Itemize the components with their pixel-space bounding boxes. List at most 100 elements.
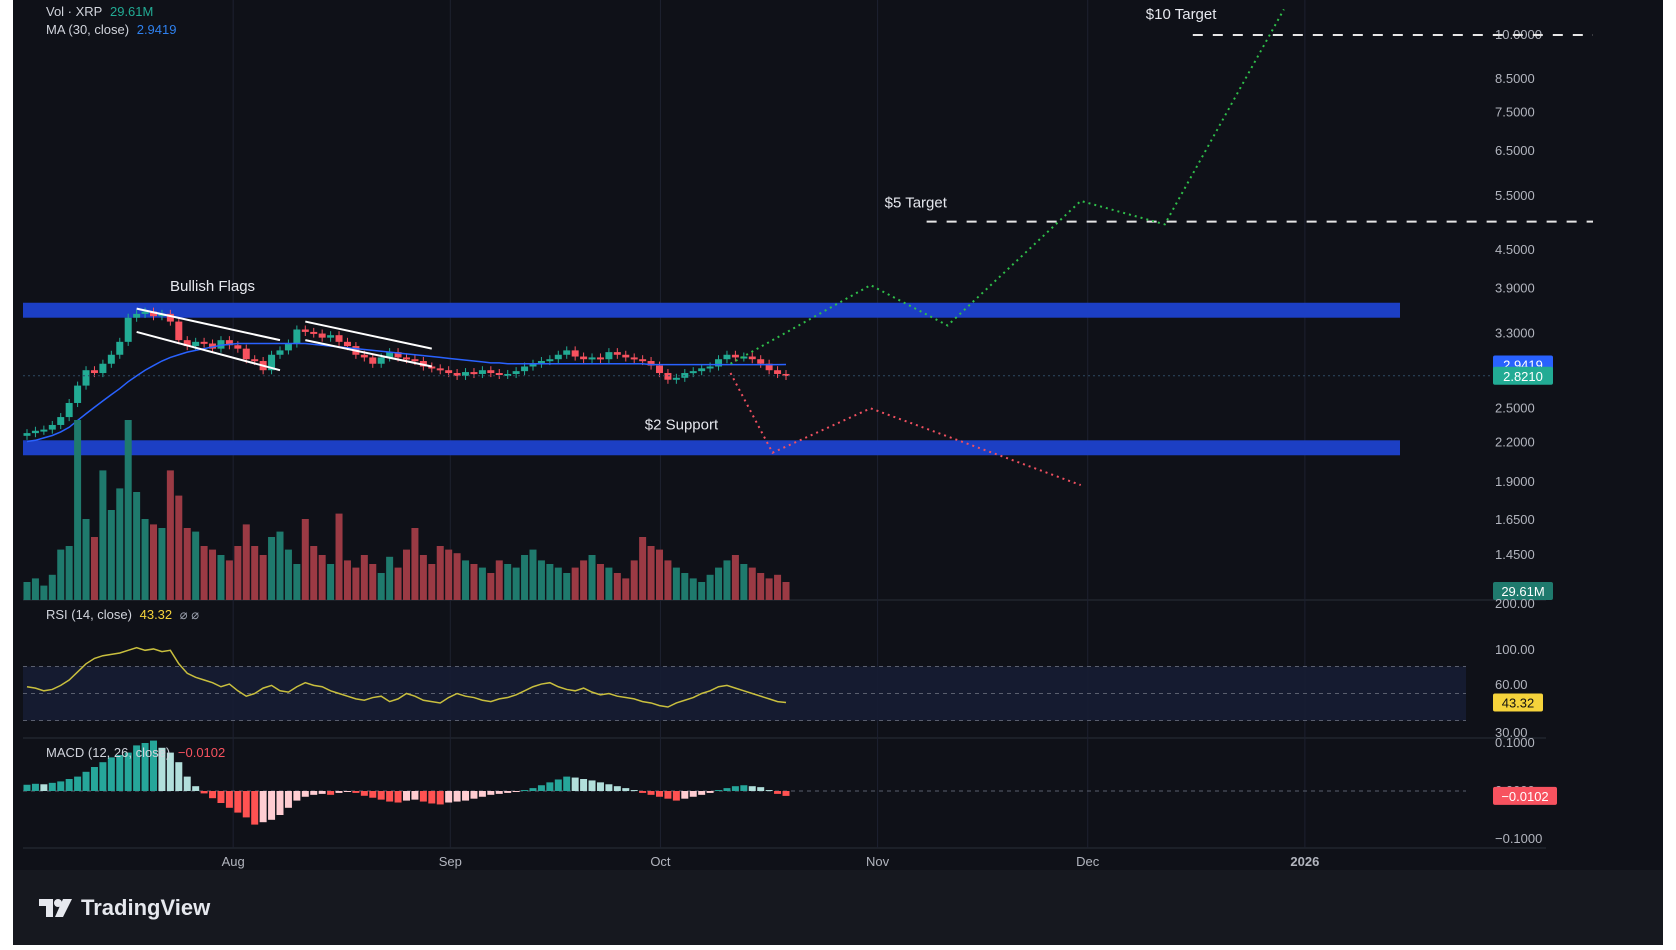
macd-bar <box>470 791 478 799</box>
candle <box>715 359 723 367</box>
price-tag <box>1493 366 1553 385</box>
candle <box>622 354 630 358</box>
volume-bar <box>546 564 554 600</box>
candle <box>478 370 486 374</box>
x-tick-label: Sep <box>439 854 462 869</box>
candle <box>740 356 748 359</box>
candle <box>630 357 638 360</box>
y-tick-label: 3.3000 <box>1495 326 1535 341</box>
candle <box>377 357 385 364</box>
candle <box>774 370 782 374</box>
rsi-y-tick-label: 200.00 <box>1495 596 1535 611</box>
volume-bar <box>411 528 419 600</box>
target-label: $5 Target <box>885 195 948 212</box>
volume-bar <box>133 492 141 600</box>
macd-bar <box>765 790 773 792</box>
candle <box>698 368 706 372</box>
macd-bar <box>133 745 141 791</box>
volume-bar <box>90 537 98 600</box>
macd-bar <box>428 791 436 804</box>
macd-legend: MACD (12, 26, close) −0.0102 <box>46 745 229 760</box>
candle <box>57 417 65 425</box>
zone-resistance <box>23 302 1400 318</box>
ma-legend-label: MA (30, close) <box>46 22 130 37</box>
macd-bar <box>158 747 166 791</box>
macd-bar <box>141 743 149 791</box>
candle <box>656 365 663 374</box>
candle <box>706 366 714 369</box>
macd-bar <box>394 791 402 803</box>
volume-bar <box>251 546 259 600</box>
volume-bar <box>605 567 613 600</box>
tradingview-logo[interactable]: TradingView <box>39 895 210 921</box>
zone-support <box>23 440 1400 456</box>
candle <box>133 313 141 318</box>
ma-line <box>26 342 787 443</box>
macd-bar <box>200 791 208 794</box>
macd-bar <box>782 791 790 796</box>
candle <box>23 433 31 436</box>
volume-bar <box>757 573 765 600</box>
candle <box>200 341 208 344</box>
volume-bar <box>82 519 90 600</box>
chart-frame: Aug Sep Oct Nov Dec 2026 10.0000 8.5000 7.5000 6.… <box>13 0 1663 945</box>
volume-bar <box>276 531 284 600</box>
candle <box>116 341 124 355</box>
macd-bar <box>166 752 174 791</box>
x-tick-label: Oct <box>650 854 671 869</box>
footer-bar <box>13 870 1663 945</box>
volume-bar <box>150 524 157 600</box>
volume-bar <box>782 582 790 600</box>
candle <box>723 354 731 360</box>
volume-bar <box>242 524 250 600</box>
candle <box>411 359 419 362</box>
macd-bar <box>639 791 647 793</box>
macd-bar <box>740 785 748 791</box>
chart-canvas[interactable]: Aug Sep Oct Nov Dec 202610.00008.50007.50006.… <box>13 0 1663 945</box>
candle <box>124 317 132 342</box>
volume-bar <box>588 555 596 600</box>
macd-bar <box>150 740 157 791</box>
macd-bar <box>605 784 613 791</box>
candle <box>318 333 326 338</box>
macd-bar <box>209 791 217 799</box>
macd-bar <box>445 791 453 803</box>
macd-bar <box>757 787 765 791</box>
x-tick-label: 2026 <box>1290 854 1319 869</box>
macd-bar <box>234 791 242 813</box>
rsi-visibility-icon[interactable]: ⌀ ⌀ <box>179 607 200 622</box>
volume-bar <box>436 546 444 600</box>
volume-bar <box>630 560 638 600</box>
volume-legend-label: Vol · XRP <box>46 4 103 19</box>
y-tick-label: 2.5000 <box>1495 400 1535 415</box>
macd-bar <box>251 791 259 825</box>
volume-bar <box>765 578 773 600</box>
candle <box>74 385 82 403</box>
y-tick-label: 3.9000 <box>1495 281 1535 296</box>
volume-bar <box>40 585 48 600</box>
macd-bar <box>613 786 621 791</box>
volume-bar <box>453 553 461 600</box>
volume-bar <box>774 574 782 600</box>
candle <box>487 370 495 374</box>
macd-bar <box>293 791 301 801</box>
macd-bar <box>546 782 554 791</box>
macd-bar <box>242 791 250 818</box>
macd-bar <box>65 779 73 791</box>
y-tick-label: 7.5000 <box>1495 104 1535 119</box>
volume-bar <box>656 549 663 600</box>
volume-bar <box>470 564 478 600</box>
candle <box>672 377 680 380</box>
candle <box>453 373 461 376</box>
candle <box>563 350 571 355</box>
volume-bar <box>217 555 225 600</box>
rsi-tag <box>1493 693 1543 712</box>
volume-bar <box>23 582 31 600</box>
macd-legend-value: −0.0102 <box>177 745 226 760</box>
volume-bar <box>293 564 301 600</box>
annotation-2-support: $2 Support <box>645 416 719 433</box>
volume-bar <box>529 549 537 600</box>
volume-bar <box>521 555 529 600</box>
y-tick-label: 2.2000 <box>1495 435 1535 450</box>
volume-bar <box>723 560 731 600</box>
